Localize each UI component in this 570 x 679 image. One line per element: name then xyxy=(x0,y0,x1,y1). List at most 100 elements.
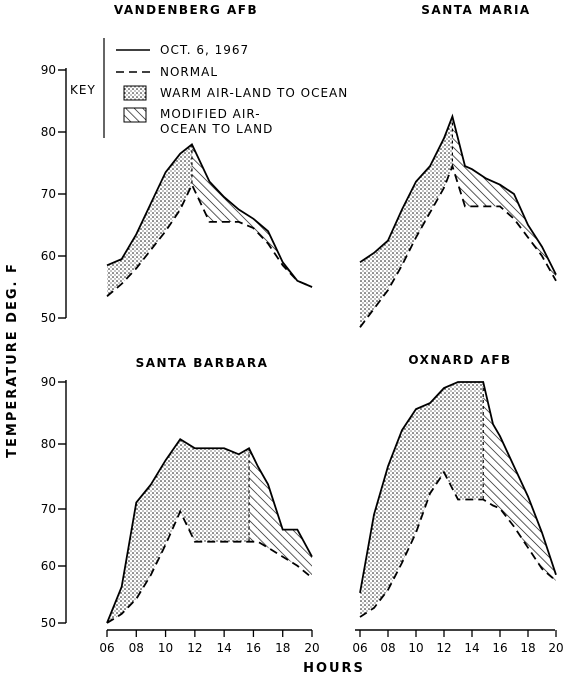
x-tick-label: 10 xyxy=(158,641,173,655)
modified-air-region xyxy=(209,181,225,222)
x-tick-label: 18 xyxy=(520,641,535,655)
modified-air-region xyxy=(249,448,258,542)
x-tick-label: 14 xyxy=(464,641,479,655)
warm-air-region xyxy=(360,252,374,328)
key-item-label: OCEAN TO LAND xyxy=(160,122,273,136)
x-tick-label: 16 xyxy=(492,641,507,655)
warm-air-region xyxy=(402,181,416,266)
warm-air-region xyxy=(388,430,402,590)
x-tick-label: 16 xyxy=(246,641,261,655)
x-ticks: 06 08 10 12 14 16 18 20 06 08 10 12 14 16 18 20 xyxy=(99,630,564,655)
warm-air-region xyxy=(388,209,402,291)
warm-air-region xyxy=(209,448,225,542)
warm-air-region xyxy=(238,448,250,542)
x-tick-label: 20 xyxy=(304,641,319,655)
warm-air-region xyxy=(416,403,430,533)
modified-air-region xyxy=(528,225,542,256)
x-tick-label: 06 xyxy=(99,641,114,655)
y-tick-label: 90 xyxy=(41,375,56,389)
modified-air-region xyxy=(486,178,500,207)
warm-air-region xyxy=(180,439,195,542)
key-item-label: OCT. 6, 1967 xyxy=(160,43,249,57)
modified-air-region xyxy=(257,466,269,548)
modified-air-region xyxy=(253,218,269,244)
observed-series-line xyxy=(359,381,557,594)
observed-series-line xyxy=(106,142,313,288)
panel-plot xyxy=(359,381,557,618)
modified-air-region xyxy=(472,169,486,207)
modified-air-region xyxy=(493,424,500,509)
panel-title: OXNARD AFB xyxy=(408,353,511,367)
warm-air-region xyxy=(150,460,166,575)
warm-air-region xyxy=(121,234,137,284)
y-tick-label: 70 xyxy=(41,187,56,201)
x-tick-label: 20 xyxy=(548,641,563,655)
modified-air-region xyxy=(191,144,210,222)
y-axes xyxy=(58,68,67,624)
key-item-label: NORMAL xyxy=(160,65,218,79)
x-tick-label: 08 xyxy=(129,641,144,655)
y-tick-label: 50 xyxy=(41,311,56,325)
warm-air-region xyxy=(165,153,181,232)
warm-air-region xyxy=(194,448,210,542)
normal-series-line xyxy=(106,182,313,297)
y-tick-labels: 50 60 70 80 90 50 60 70 80 90 xyxy=(41,63,56,630)
panel-plot xyxy=(106,142,313,297)
warm-air-region xyxy=(107,259,122,297)
modified-air-region xyxy=(514,194,528,238)
x-tick-label: 06 xyxy=(352,641,367,655)
panels xyxy=(106,113,557,624)
chart-key: KEY OCT. 6, 1967 NORMAL WARM AIR-LAND TO… xyxy=(70,38,348,138)
key-item-label: WARM AIR-LAND TO OCEAN xyxy=(160,86,348,100)
y-tick-label: 80 xyxy=(41,125,56,139)
modified-air-region xyxy=(514,466,528,548)
warm-air-region xyxy=(136,484,151,599)
warm-air-region xyxy=(136,203,151,269)
warm-air-region xyxy=(416,166,430,238)
y-tick-label: 90 xyxy=(41,63,56,77)
modified-air-region xyxy=(297,529,312,578)
warm-air-region xyxy=(224,448,239,542)
key-label: KEY xyxy=(70,83,96,97)
modified-air-region xyxy=(500,184,514,219)
modified-air-region xyxy=(465,166,472,207)
modified-air-region xyxy=(483,382,493,506)
warm-air-region xyxy=(430,388,444,494)
observed-series-line xyxy=(359,113,557,276)
y-tick-label: 80 xyxy=(41,437,56,451)
panel-title: SANTA MARIA xyxy=(421,3,530,17)
x-tick-label: 08 xyxy=(380,641,395,655)
panel-plot xyxy=(106,438,313,624)
modified-air-region xyxy=(238,209,254,229)
y-tick-label: 50 xyxy=(41,616,56,630)
observed-series-line xyxy=(106,438,313,624)
panel-plot xyxy=(359,113,557,328)
warm-air-region xyxy=(374,466,388,608)
y-tick-label: 70 xyxy=(41,502,56,516)
warm-air-region xyxy=(472,382,484,500)
x-tick-label: 18 xyxy=(275,641,290,655)
warm-air-region xyxy=(150,172,166,250)
x-tick-label: 12 xyxy=(187,641,202,655)
panel-title: VANDENBERG AFB xyxy=(114,3,258,17)
warm-air-region xyxy=(165,439,181,545)
warm-air-region xyxy=(121,502,137,614)
panel-title: SANTA BARBARA xyxy=(136,356,269,370)
normal-series-line xyxy=(106,509,313,624)
warm-air-region xyxy=(402,409,416,563)
x-axis-label: HOURS xyxy=(303,661,365,676)
warm-air-region xyxy=(458,382,472,500)
modified-air-region xyxy=(528,496,542,569)
modified-air-region xyxy=(452,116,465,207)
normal-series-line xyxy=(359,470,557,618)
x-tick-label: 10 xyxy=(408,641,423,655)
modified-air-region xyxy=(282,529,298,566)
y-axis-label: TEMPERATURE DEG. F xyxy=(5,262,20,458)
modified-air-region xyxy=(268,484,283,557)
key-hatch-sample xyxy=(123,107,147,123)
key-item-label: MODIFIED AIR- xyxy=(160,107,261,121)
warm-air-region xyxy=(444,382,458,500)
y-tick-label: 60 xyxy=(41,559,56,573)
warm-air-region xyxy=(180,144,192,210)
